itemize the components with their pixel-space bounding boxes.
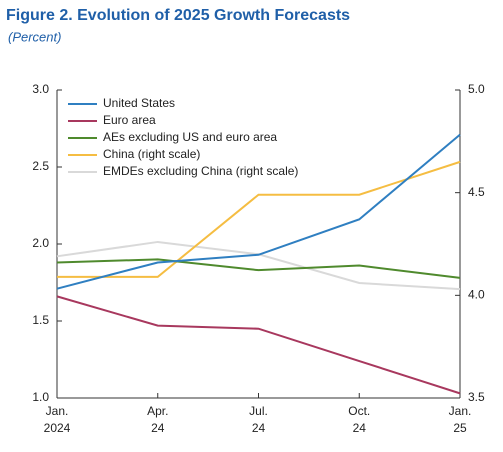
chart-subtitle: (Percent) bbox=[8, 29, 61, 44]
y-tick-label: 2.5 bbox=[32, 159, 49, 173]
series-line bbox=[57, 160, 461, 278]
y2-tick-label: 4.0 bbox=[468, 288, 485, 302]
series-line bbox=[56, 295, 461, 395]
legend-label: AEs excluding US and euro area bbox=[103, 130, 277, 144]
x-tick-label: Apr. bbox=[147, 404, 168, 418]
y2-tick-label: 4.5 bbox=[468, 185, 485, 199]
y-tick-label: 1.5 bbox=[32, 313, 49, 327]
y-tick-label: 3.0 bbox=[32, 82, 49, 96]
y2-tick-label: 3.5 bbox=[468, 390, 485, 404]
chart-title: Figure 2. Evolution of 2025 Growth Forec… bbox=[6, 7, 350, 24]
x-tick-label: 24 bbox=[252, 421, 266, 435]
x-tick-label: Jul. bbox=[249, 404, 268, 418]
y-tick-label: 1.0 bbox=[32, 390, 49, 404]
series-line bbox=[56, 258, 461, 279]
x-tick-label: 2024 bbox=[44, 421, 71, 435]
legend-label: United States bbox=[103, 96, 175, 110]
x-tick-label: Oct. bbox=[348, 404, 370, 418]
y2-tick-label: 5.0 bbox=[468, 82, 485, 96]
x-tick-label: Jan. bbox=[449, 404, 472, 418]
legend-label: Euro area bbox=[103, 113, 156, 127]
series-line bbox=[56, 133, 461, 290]
x-tick-label: 24 bbox=[353, 421, 367, 435]
y-tick-label: 2.0 bbox=[32, 236, 49, 250]
x-tick-label: Jan. bbox=[46, 404, 69, 418]
x-tick-label: 24 bbox=[151, 421, 165, 435]
legend-label: EMDEs excluding China (right scale) bbox=[103, 164, 298, 178]
x-tick-label: 25 bbox=[453, 421, 467, 435]
legend-label: China (right scale) bbox=[103, 147, 200, 161]
series-line bbox=[56, 240, 461, 291]
